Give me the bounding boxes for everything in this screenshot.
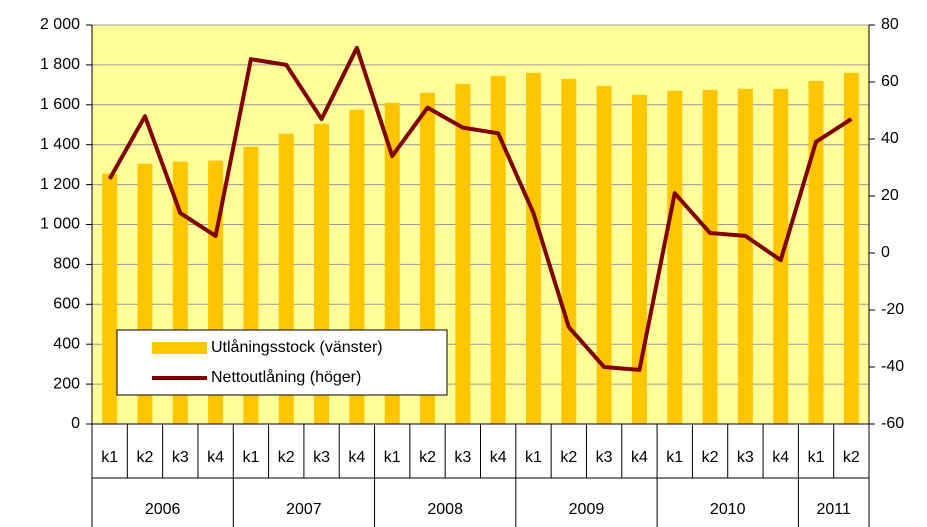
group-label: 2006 (145, 501, 181, 518)
x-tick-label: k3 (313, 449, 330, 466)
x-tick-label: k2 (843, 449, 860, 466)
y-tick-label: 800 (53, 256, 80, 273)
x-tick-label: k2 (702, 449, 719, 466)
x-tick-label: k3 (172, 449, 189, 466)
bar (843, 72, 859, 424)
x-tick-label: k3 (454, 449, 471, 466)
bar (596, 85, 612, 424)
bar (561, 78, 577, 425)
y2-tick-label: 20 (881, 187, 899, 204)
x-tick-label: k1 (666, 449, 683, 466)
bar (737, 88, 753, 424)
group-label: 2007 (286, 501, 322, 518)
x-tick-label: k1 (384, 449, 401, 466)
bar (490, 75, 506, 424)
y-tick-label: 0 (71, 415, 80, 432)
y-tick-label: 200 (53, 375, 80, 392)
x-tick-label: k2 (560, 449, 577, 466)
y-tick-label: 2 000 (40, 16, 80, 33)
bar (702, 89, 718, 425)
group-label: 2010 (710, 501, 746, 518)
x-tick-label: k3 (596, 449, 613, 466)
y2-tick-label: -20 (881, 301, 904, 318)
y2-tick-label: -40 (881, 358, 904, 375)
bar (102, 173, 118, 424)
y-tick-label: 1 600 (40, 96, 80, 113)
x-tick-label: k1 (101, 449, 118, 466)
x-tick-label: k1 (808, 449, 825, 466)
legend-swatch (152, 342, 207, 354)
bar (667, 90, 683, 425)
y-tick-label: 1 000 (40, 216, 80, 233)
legend-box (116, 329, 448, 396)
group-label: 2011 (816, 501, 851, 518)
group-label: 2008 (427, 501, 463, 518)
bar (455, 83, 471, 424)
legend-label: Nettoutlåning (höger) (211, 368, 361, 386)
line (107, 45, 853, 372)
x-tick-label: k2 (278, 449, 295, 466)
bar (631, 94, 647, 424)
group-label: 2009 (569, 501, 605, 518)
x-tick-label: k4 (772, 449, 789, 466)
y-tick-label: 600 (53, 296, 80, 313)
bar (808, 80, 824, 425)
y2-tick-label: 80 (881, 16, 899, 33)
x-tick-label: k3 (737, 449, 754, 466)
y-tick-label: 1 200 (40, 176, 80, 193)
x-tick-label: k4 (207, 449, 224, 466)
bar (525, 72, 541, 424)
y-tick-label: 1 400 (40, 136, 80, 153)
y-tick-label: 1 800 (40, 56, 80, 73)
legend-label: Utlåningsstock (vänster) (211, 338, 383, 356)
x-tick-label: k2 (137, 449, 154, 466)
y2-tick-label: 0 (881, 244, 890, 261)
y-tick-label: 400 (53, 335, 80, 352)
x-tick-label: k4 (348, 449, 365, 466)
x-tick-label: k1 (242, 449, 259, 466)
x-tick-label: k1 (525, 449, 542, 466)
y2-tick-label: 40 (881, 130, 899, 147)
x-tick-label: k2 (419, 449, 436, 466)
y2-tick-label: -60 (881, 415, 904, 432)
x-tick-label: k4 (631, 449, 648, 466)
x-tick-label: k4 (490, 449, 507, 466)
y2-tick-label: 60 (881, 73, 899, 90)
